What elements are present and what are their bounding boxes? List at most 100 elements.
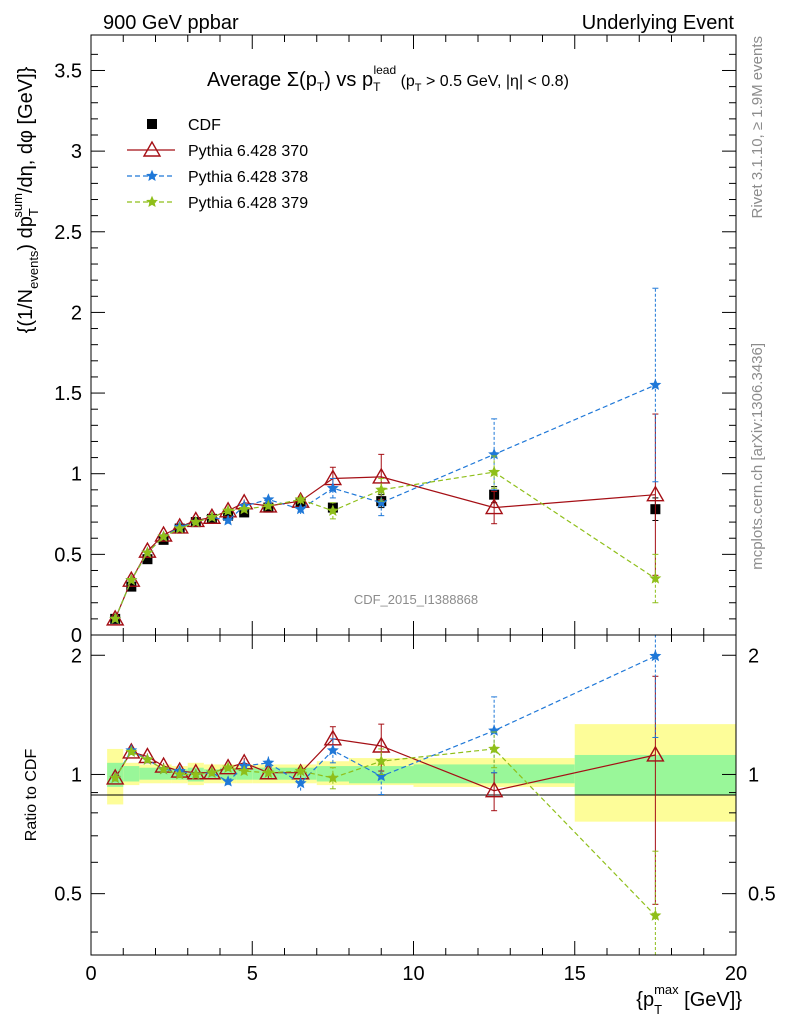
legend-marker: [146, 169, 158, 182]
data-point: [238, 502, 251, 515]
y-tick-label: 3: [71, 141, 82, 163]
ratio-axis-ticks: 0.5 0.51 12 20 5 10 15 20: [54, 635, 776, 985]
legend-label: Pythia 6.428 379: [188, 195, 308, 212]
mcplots-label: mcplots.cern.ch [arXiv:1306.3436]: [749, 343, 766, 570]
data-point: [157, 530, 170, 542]
series-line: [114, 471, 656, 620]
ratio-data-point: [646, 745, 665, 762]
ratio-y-tick-label: 0.5: [54, 884, 82, 906]
ratio-data-point: [326, 771, 339, 784]
data-point: [484, 498, 504, 515]
ratio-data-point: [238, 764, 251, 777]
x-tick-label: 10: [402, 963, 424, 985]
ratio-series-pythia-6-428-379: [109, 731, 662, 956]
data-point: [138, 541, 157, 558]
data-point: [142, 554, 153, 565]
y-tick-label: 0: [71, 625, 82, 647]
main-axis-ticks: 0 0.5 1 1.5 2 2.5 3 3.5: [54, 35, 737, 647]
x-tick-label: 0: [85, 963, 96, 985]
ratio-data-point: [222, 761, 235, 773]
legend-label: Pythia 6.428 370: [188, 143, 308, 160]
main-data-marks: [105, 287, 665, 626]
ratio-frame: [90, 634, 737, 956]
data-point: [488, 465, 501, 478]
ratio-data-point: [125, 745, 138, 758]
data-point: [154, 525, 173, 542]
main-title: Average Σ(pT) vs pTlead (pT > 0.5 GeV, |…: [207, 63, 569, 94]
ratio-data-point: [141, 753, 154, 765]
legend-label: Pythia 6.428 378: [188, 169, 308, 186]
ratio-data-point: [294, 777, 307, 789]
ratio-data-point: [173, 768, 186, 780]
data-point: [158, 534, 169, 545]
x-tick-label: 5: [247, 963, 258, 985]
y-tick-label: 2.5: [54, 222, 82, 244]
main-panel: 0 0.5 1 1.5 2 2.5 3 3.5 Average Σ(pT) vs pTlead…: [10, 34, 737, 647]
data-point: [262, 499, 275, 512]
y-tick-label: 1: [71, 464, 82, 486]
ratio-data-point: [262, 756, 275, 768]
ratio-data-point: [222, 775, 235, 787]
ratio-data-point: [488, 724, 501, 736]
data-point: [649, 572, 662, 584]
ratio-data-point: [375, 769, 388, 782]
ratio-data-marks: [105, 634, 665, 956]
data-point: [222, 514, 235, 526]
y-tick-label: 2: [71, 302, 82, 324]
legend-marker: [146, 195, 158, 208]
ratio-data-point: [186, 763, 206, 780]
ratio-data-point: [488, 742, 501, 755]
legend: CDF Pythia 6.428 370 Pythia 6.428 378 Pythi…: [127, 117, 308, 212]
ratio-ylabel: Ratio to CDF: [23, 749, 40, 842]
data-point: [109, 612, 122, 624]
band-stat: [123, 766, 140, 782]
data-point: [649, 378, 662, 391]
header-left: 900 GeV ppbar: [103, 12, 239, 34]
ratio-data-point: [649, 909, 662, 921]
data-point: [186, 511, 206, 528]
legend-marker: [147, 119, 157, 129]
x-tick-label: 20: [725, 963, 747, 985]
main-ylabel: {(1/Nevents) dpTsum/dη, dφ [GeV]}: [10, 66, 41, 333]
ratio-xlabel: {pTmax [GeV]}: [636, 982, 742, 1017]
series-pythia-6-428-378: [109, 287, 662, 624]
ratio-y-tick-label-right: 0.5: [748, 884, 776, 906]
ratio-data-point: [649, 649, 662, 662]
data-point: [294, 502, 307, 515]
ratio-y-tick-label-right: 2: [748, 645, 759, 667]
data-point: [375, 496, 388, 508]
ratio-y-tick-label: 1: [71, 764, 82, 786]
data-point: [141, 546, 154, 558]
data-point: [222, 504, 235, 516]
y-tick-label: 0.5: [54, 544, 82, 566]
data-point: [205, 511, 218, 523]
ratio-data-point: [326, 744, 339, 756]
data-point: [372, 467, 391, 484]
legend-marker: [142, 140, 162, 157]
ratio-data-point: [262, 766, 275, 778]
legend-label: CDF: [188, 117, 221, 134]
ratio-data-point: [294, 764, 307, 777]
rivet-label: Rivet 3.1.10, ≥ 1.9M events: [749, 36, 766, 219]
ratio-series-line: [114, 748, 656, 917]
band-stat: [155, 767, 172, 780]
ratio-data-point: [375, 754, 388, 767]
ratio-data-point: [205, 766, 218, 778]
y-tick-label: 3.5: [54, 60, 82, 82]
ratio-y-tick-label-right: 1: [748, 764, 759, 786]
data-point: [294, 493, 307, 505]
ratio-data-point: [157, 763, 170, 775]
y-tick-label: 1.5: [54, 383, 82, 405]
ratio-data-point: [109, 771, 122, 784]
ratio-y-tick-label: 2: [71, 645, 82, 667]
band-stat: [139, 767, 156, 780]
ratio-data-point: [484, 781, 504, 798]
data-point: [125, 573, 138, 586]
data-point: [173, 522, 186, 534]
data-point: [326, 504, 339, 516]
header-right: Underlying Event: [582, 12, 735, 34]
data-point: [189, 515, 202, 528]
watermark: CDF_2015_I1388868: [354, 592, 478, 607]
data-point: [375, 483, 388, 495]
